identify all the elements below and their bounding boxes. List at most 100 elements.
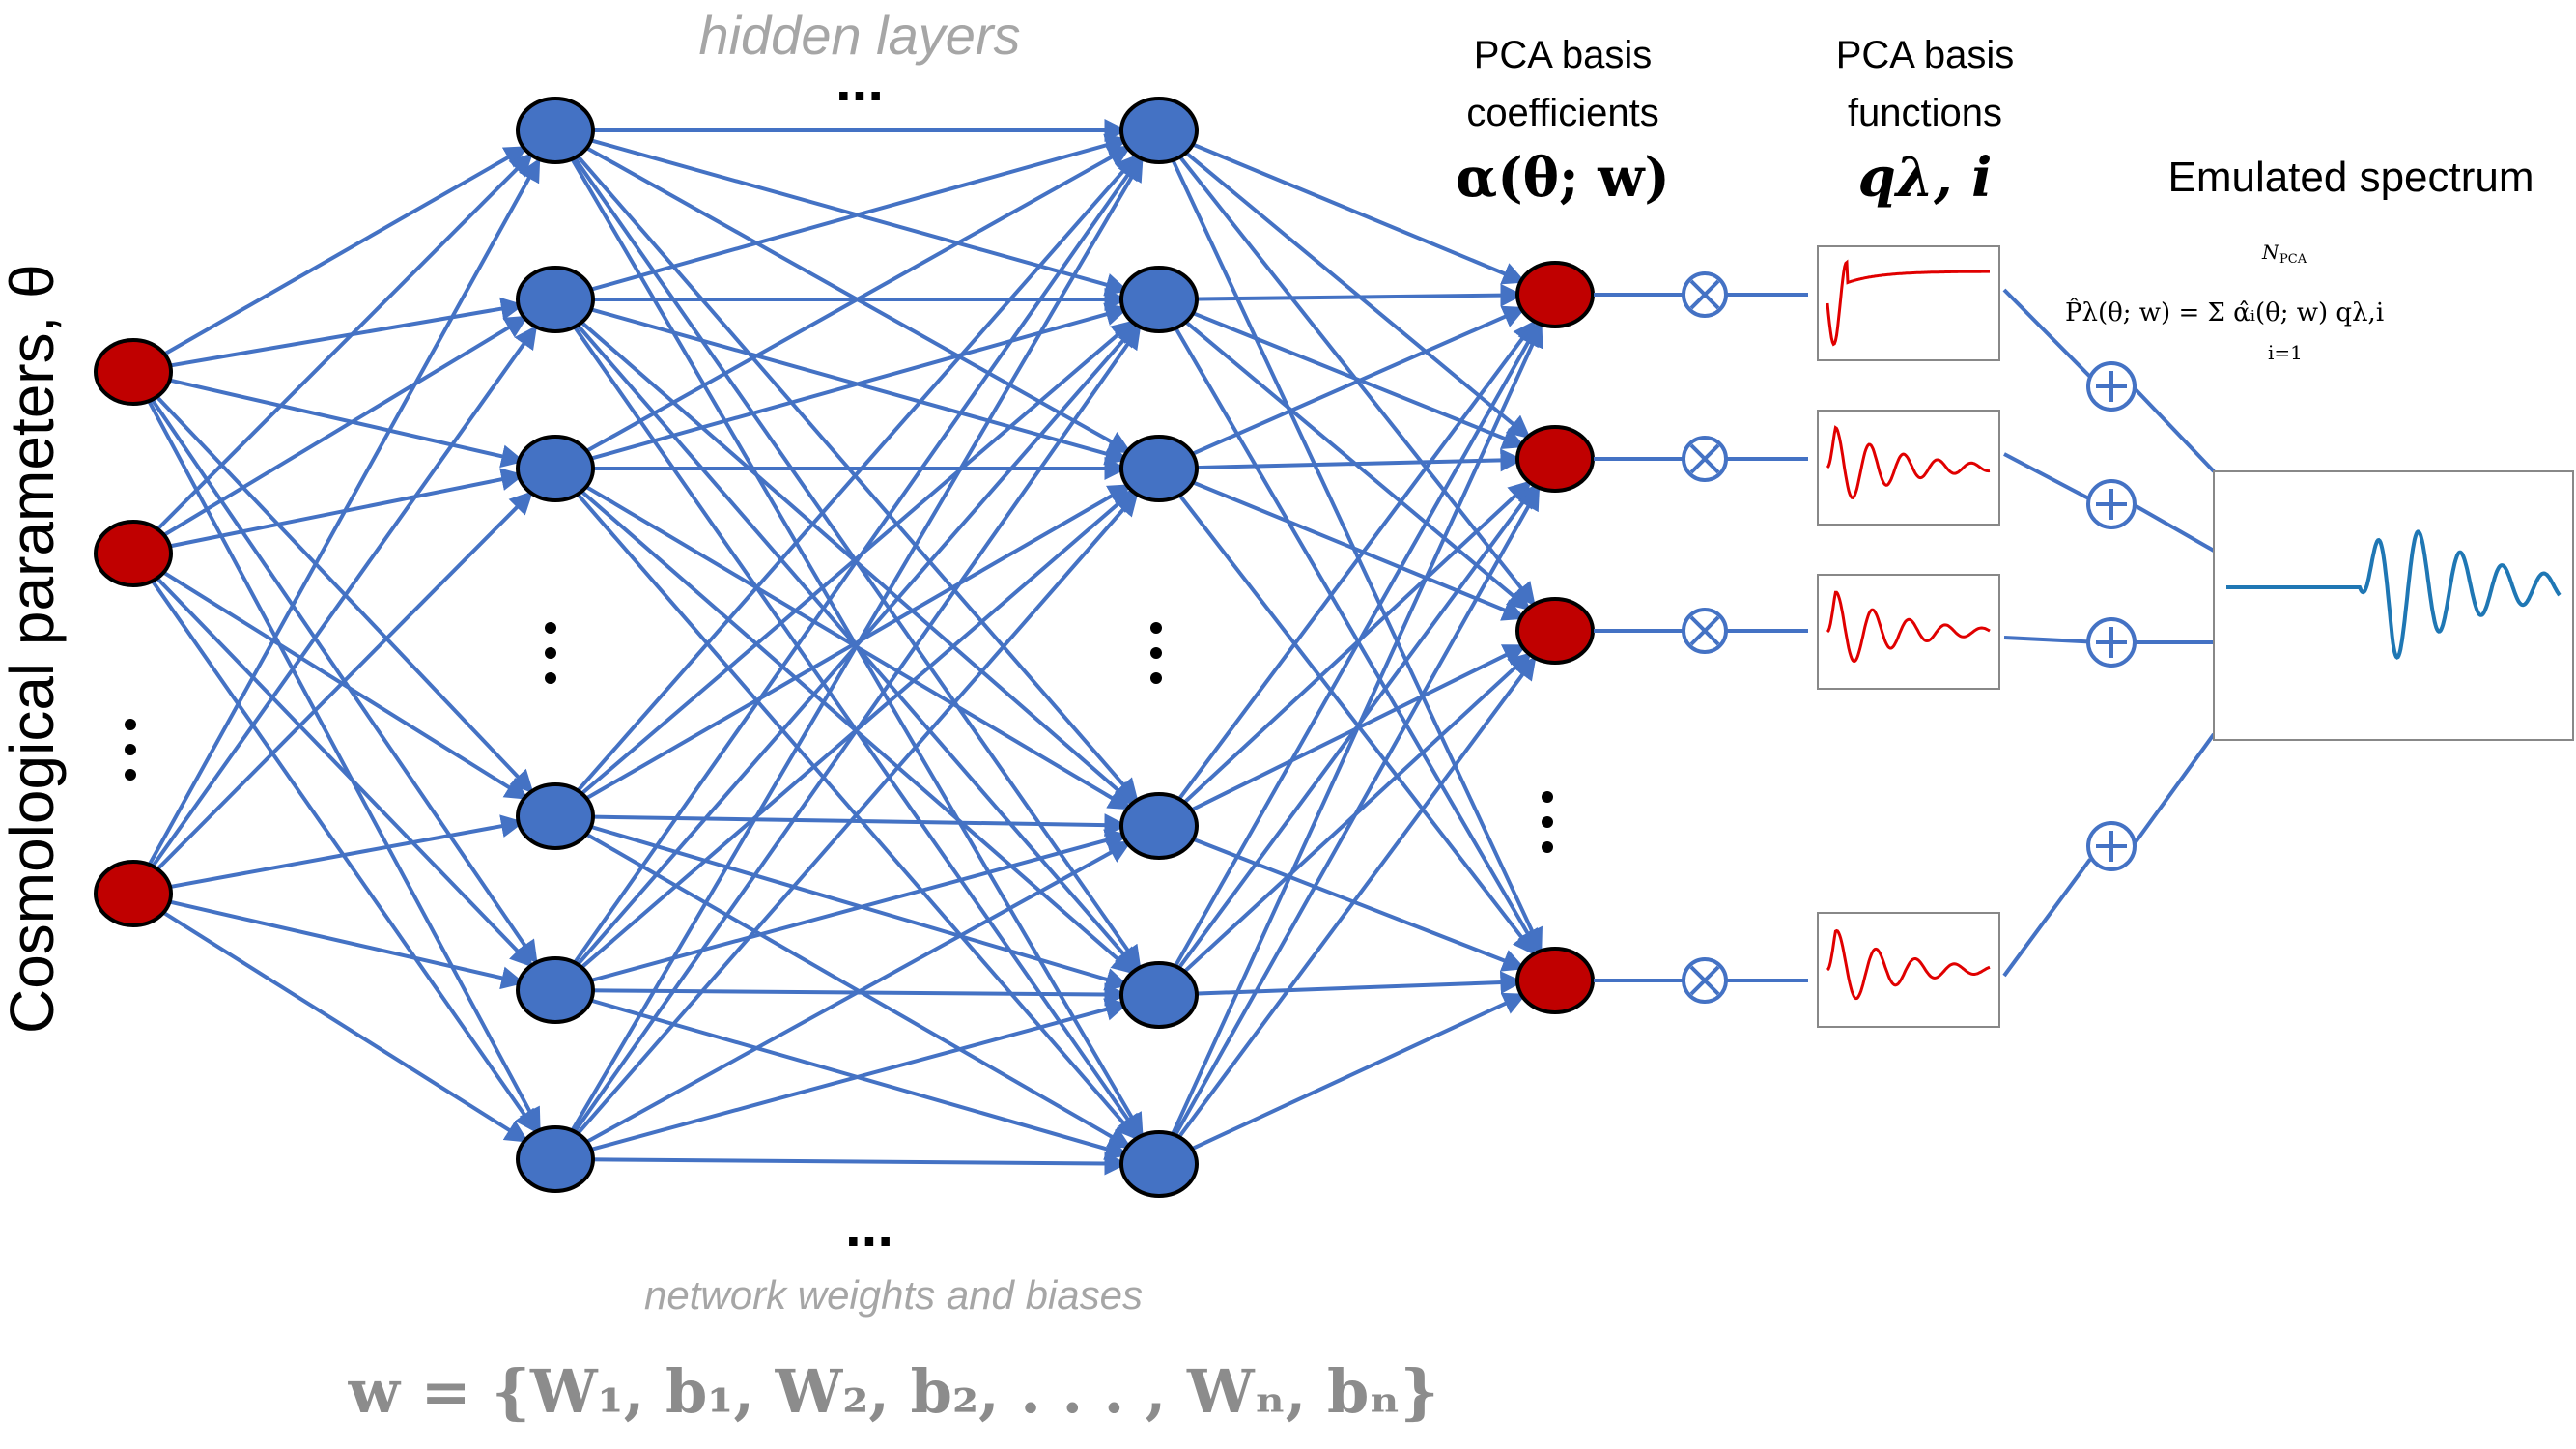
input-axis-label: Cosmological parameters, θ	[0, 264, 67, 1034]
hidden2-node	[1119, 97, 1199, 164]
basis-to-add-line	[2003, 636, 2091, 644]
edge-hidden1-hidden2	[575, 154, 1139, 794]
hidden1-node	[516, 1125, 595, 1193]
pca-coeff-title-line1: PCA basis	[1474, 34, 1653, 76]
basis-function-curve	[1826, 259, 1990, 347]
hidden-layers-ellipsis-bottom: ...	[845, 1194, 893, 1259]
add-to-spectrum-line	[2131, 384, 2216, 473]
network-nodes	[94, 97, 1595, 1198]
emulated-spectrum-panel	[2213, 470, 2574, 741]
edge-hidden2-output	[1188, 836, 1526, 972]
basis-function-curve	[1826, 928, 1991, 1001]
emulated-spectrum-formula: P̂λ(θ; w) = Σ α̂ᵢ(θ; w) qλ,i	[2065, 298, 2384, 327]
output-coeff-node	[1515, 425, 1595, 493]
basis-function-curve	[1826, 425, 1991, 500]
sum-upper-limit: N	[2261, 241, 2280, 264]
edge-input-hidden1	[150, 325, 538, 869]
edge-input-hidden1	[147, 157, 541, 867]
edge-hidden2-output	[1187, 992, 1527, 1152]
hidden2-node	[1119, 435, 1199, 502]
basis-to-add-line	[2002, 288, 2092, 379]
hidden1-node	[516, 97, 595, 164]
add-to-spectrum-line	[2132, 502, 2215, 553]
hidden-layers-ellipsis-top: ...	[835, 48, 884, 113]
edge-input-hidden1	[154, 491, 534, 872]
sum-upper-limit-sub: PCA	[2279, 252, 2307, 267]
edge-input-hidden1	[159, 145, 528, 358]
basis-to-add-line	[2002, 858, 2092, 978]
edge-hidden1-hidden2	[586, 1151, 1128, 1176]
input-vertical-dots	[125, 769, 136, 781]
multiply-icon-stroke	[1689, 443, 1720, 474]
output-coeff-node	[1515, 947, 1595, 1014]
edge-hidden2-output	[1182, 149, 1531, 440]
output-vertical-dots	[1542, 816, 1553, 828]
hidden1-node	[516, 435, 595, 502]
edge-input-hidden1	[164, 814, 524, 891]
edge-input-hidden1	[146, 399, 542, 1132]
edge-hidden2-output	[1170, 323, 1543, 1136]
basis-panel-frame	[1817, 574, 2000, 690]
input-vertical-dots	[125, 744, 136, 755]
edge-hidden2-output	[1187, 478, 1526, 621]
hidden2-node	[1119, 961, 1199, 1029]
input-vertical-dots	[125, 719, 136, 730]
edge-input-hidden1	[163, 377, 525, 469]
edge-hidden2-output	[1187, 309, 1526, 450]
output-coeff-node	[1515, 597, 1595, 665]
pca-operations	[1594, 271, 2216, 1004]
edge-hidden1-hidden2	[575, 153, 1139, 803]
edge-hidden1-hidden2	[572, 156, 1142, 966]
edge-hidden1-hidden2	[569, 157, 1145, 1133]
edge-input-hidden1	[154, 575, 534, 968]
edge-hidden1-hidden2	[581, 145, 1132, 455]
input-node	[94, 338, 173, 406]
basis-function-curve	[1826, 590, 1991, 664]
hidden1-node	[516, 266, 595, 333]
edge-hidden2-output	[1176, 492, 1537, 956]
spectrum-frame	[2213, 470, 2574, 741]
output-vertical-dots	[1542, 791, 1553, 803]
edge-input-hidden1	[159, 315, 529, 539]
hidden1-node	[516, 956, 595, 1024]
hidden2-node	[1119, 1130, 1199, 1198]
edge-hidden1-hidden2	[585, 829, 1129, 984]
pca-func-title-line1: PCA basis	[1836, 34, 2015, 76]
edge-hidden1-hidden2	[581, 830, 1132, 1150]
edge-hidden1-hidden2	[575, 492, 1139, 1137]
edge-hidden2-output	[1173, 322, 1541, 969]
pca-coeff-symbol: α(θ; w)	[1456, 146, 1670, 210]
edge-hidden1-hidden2	[581, 840, 1132, 1146]
edge-input-hidden1	[154, 153, 533, 533]
edge-hidden1-hidden2	[572, 325, 1142, 1135]
hidden2-vertical-dots	[1150, 672, 1162, 684]
edge-input-hidden1	[158, 908, 529, 1144]
hidden1-vertical-dots	[545, 672, 556, 684]
basis-to-add-line	[2003, 452, 2091, 501]
sum-lower-limit: i=1	[2268, 341, 2303, 364]
emulated-spectrum-title: Emulated spectrum	[2167, 154, 2534, 201]
hidden1-vertical-dots	[545, 622, 556, 634]
hidden2-node	[1119, 792, 1199, 860]
hidden-layers-label: hidden layers	[698, 5, 1020, 66]
edge-hidden2-output	[1171, 158, 1543, 952]
edge-hidden2-output	[1187, 305, 1527, 458]
hidden2-vertical-dots	[1150, 622, 1162, 634]
add-to-spectrum-line	[2131, 732, 2216, 848]
hidden2-node	[1119, 266, 1199, 333]
output-coeff-node	[1515, 261, 1595, 328]
network-edges	[146, 119, 1543, 1176]
hidden2-vertical-dots	[1150, 647, 1162, 659]
pca-func-title-line2: functions	[1848, 92, 2002, 134]
output-vertical-dots	[1542, 841, 1553, 853]
edge-input-hidden1	[163, 898, 525, 990]
hidden1-vertical-dots	[545, 647, 556, 659]
edge-hidden1-hidden2	[585, 133, 1129, 294]
multiply-icon-stroke	[1689, 615, 1720, 646]
hidden1-node	[516, 782, 595, 850]
input-node	[94, 860, 173, 927]
network-weights-label: network weights and biases	[644, 1272, 1143, 1318]
input-node	[94, 520, 173, 587]
